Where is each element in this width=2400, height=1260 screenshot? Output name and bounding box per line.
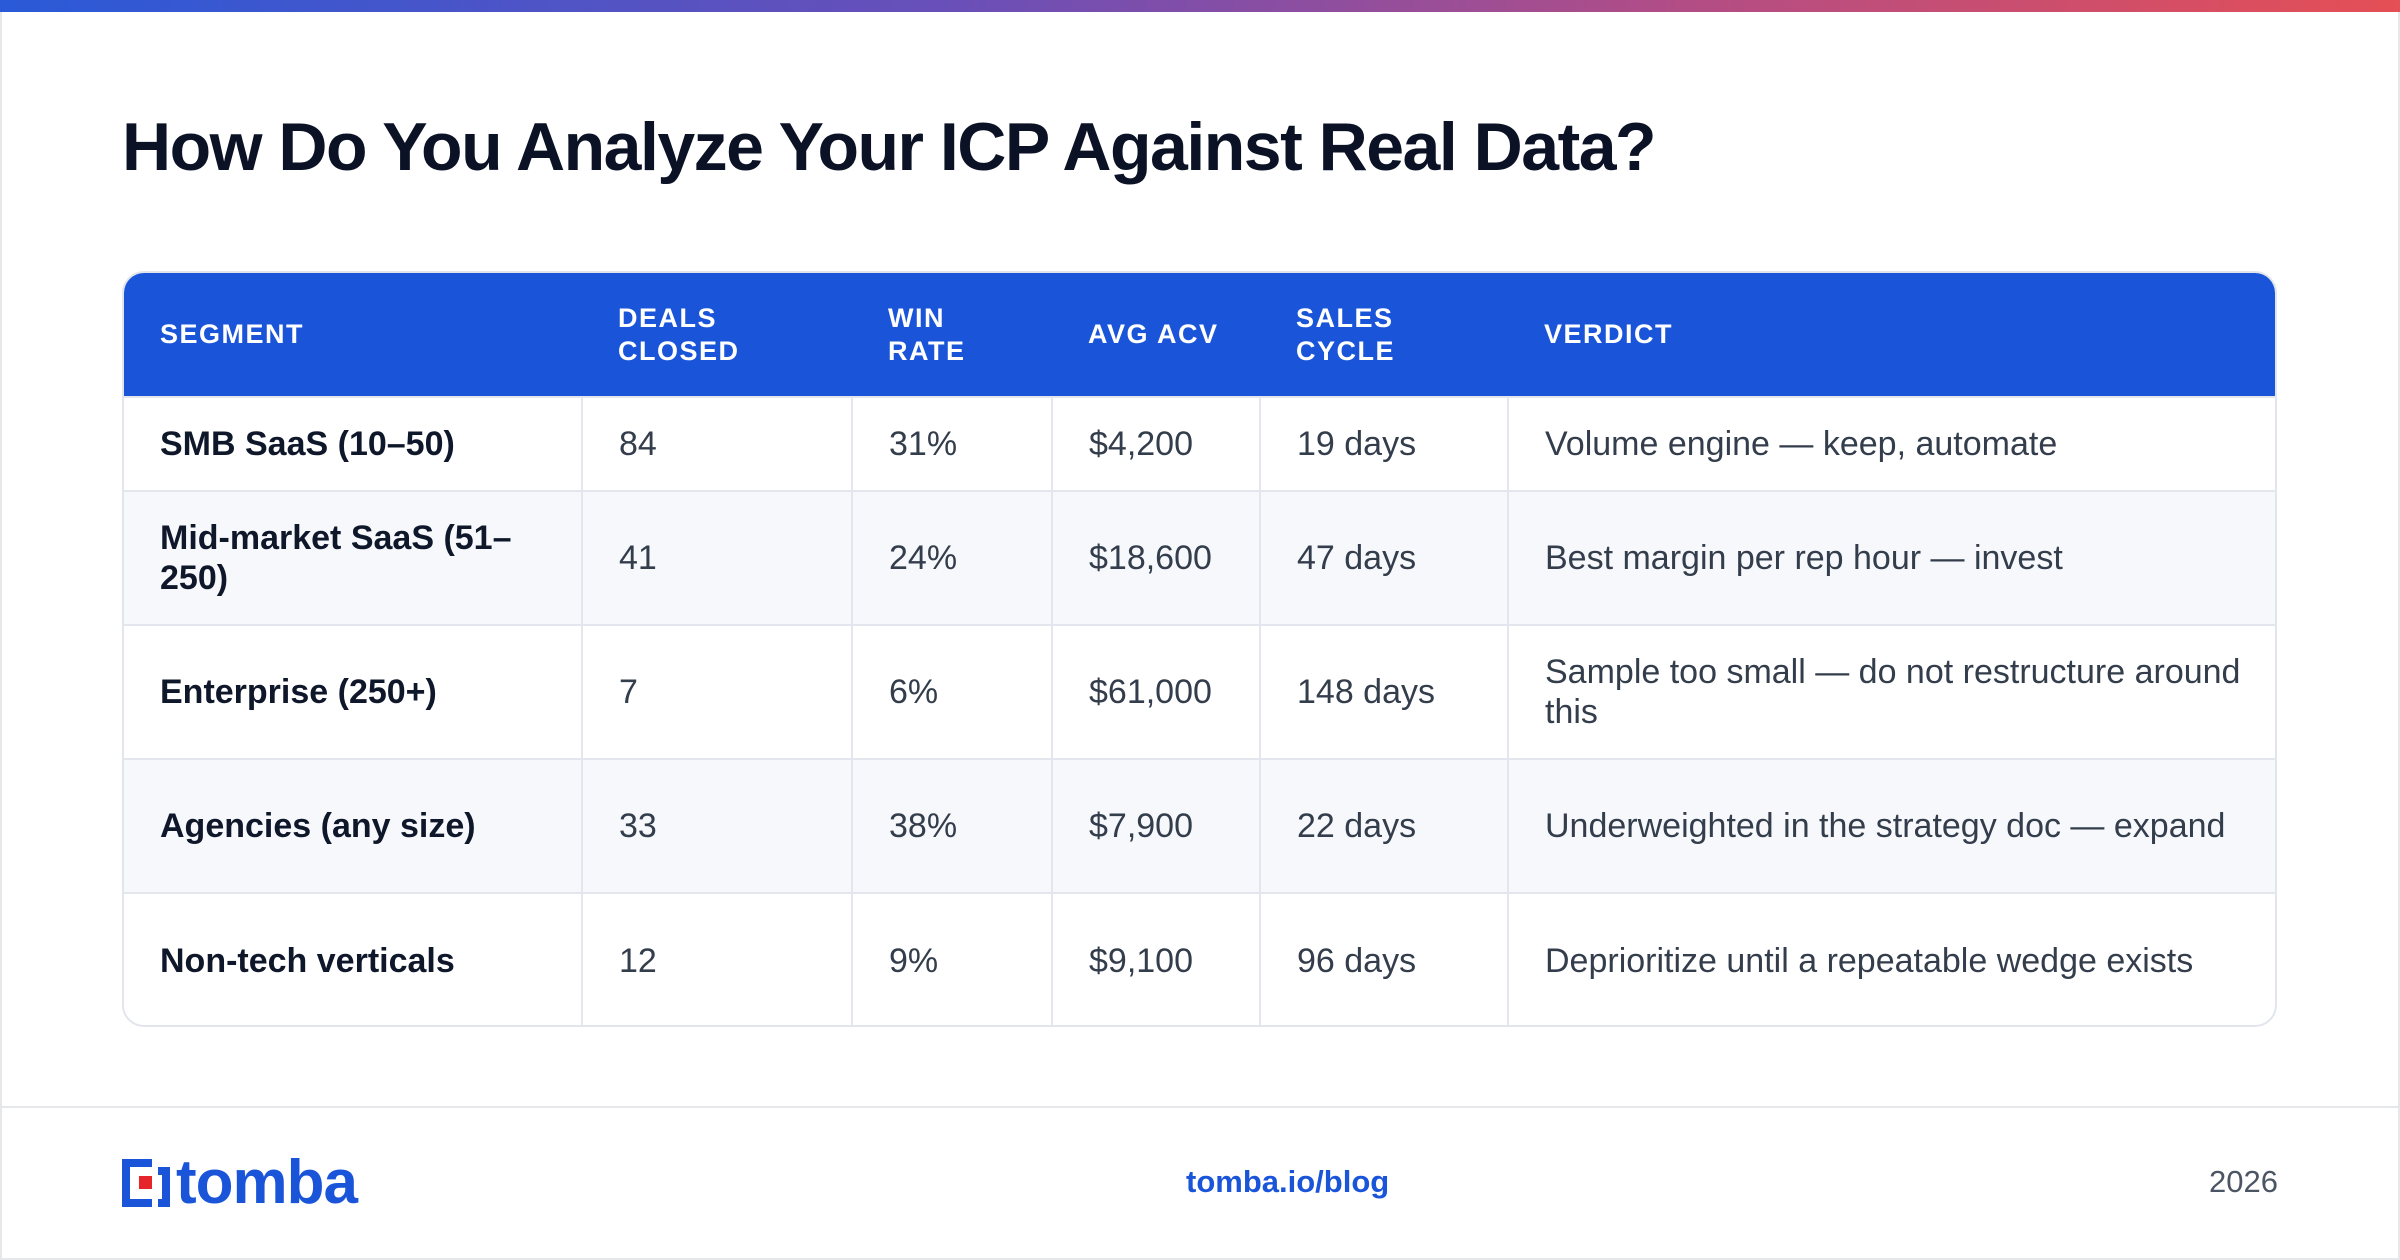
win-rate-cell: 38% <box>851 759 1052 893</box>
segment-cell: SMB SaaS (10–50) <box>160 425 455 463</box>
icp-table-card: SEGMENT DEALS CLOSED WIN RATE AVG ACV SA… <box>122 271 2277 1027</box>
win-rate-cell: 31% <box>851 397 1052 491</box>
tomba-logo-icon <box>122 1159 170 1207</box>
deals-closed-cell: 84 <box>581 397 852 491</box>
deals-closed-cell: 12 <box>581 893 852 1025</box>
deals-closed-cell: 41 <box>581 491 852 625</box>
table-row: SMB SaaS (10–50) 84 31% $4,200 19 days V… <box>124 397 2275 491</box>
table-row: Agencies (any size) 33 38% $7,900 22 day… <box>124 759 2275 893</box>
blog-link[interactable]: tomba.io/blog <box>1186 1164 1390 1199</box>
deals-closed-cell: 7 <box>581 625 852 759</box>
top-gradient-bar <box>0 0 2400 12</box>
segment-cell: Agencies (any size) <box>160 807 476 845</box>
verdict-cell: Volume engine — keep, automate <box>1507 397 2275 491</box>
verdict-cell: Sample too small — do not restructure ar… <box>1507 625 2275 759</box>
header-sales-cycle: SALES CYCLE <box>1296 302 1396 366</box>
verdict-cell: Deprioritize until a repeatable wedge ex… <box>1507 893 2275 1025</box>
win-rate-cell: 24% <box>851 491 1052 625</box>
win-rate-cell: 9% <box>851 893 1052 1025</box>
header-win-rate: WIN RATE <box>888 302 966 366</box>
segment-cell: Mid-market SaaS (51–250) <box>160 519 512 597</box>
sales-cycle-cell: 19 days <box>1259 397 1508 491</box>
footer-year: 2026 <box>2209 1164 2278 1199</box>
verdict-cell: Underweighted in the strategy doc — expa… <box>1507 759 2275 893</box>
table-row: Non-tech verticals 12 9% $9,100 96 days … <box>124 893 2275 1025</box>
icp-table: SEGMENT DEALS CLOSED WIN RATE AVG ACV SA… <box>124 273 2275 1025</box>
avg-acv-cell: $9,100 <box>1051 893 1260 1025</box>
win-rate-cell: 6% <box>851 625 1052 759</box>
deals-closed-cell: 33 <box>581 759 852 893</box>
header-avg-acv: AVG ACV <box>1088 319 1219 349</box>
verdict-cell: Best margin per rep hour — invest <box>1507 491 2275 625</box>
header-deals-closed: DEALS CLOSED <box>618 302 740 366</box>
sales-cycle-cell: 148 days <box>1259 625 1508 759</box>
segment-cell: Enterprise (250+) <box>160 673 437 711</box>
table-row: Mid-market SaaS (51–250) 41 24% $18,600 … <box>124 491 2275 625</box>
header-verdict: VERDICT <box>1544 319 1674 349</box>
sales-cycle-cell: 96 days <box>1259 893 1508 1025</box>
tomba-logo-text: tomba <box>176 1148 358 1217</box>
avg-acv-cell: $61,000 <box>1051 625 1260 759</box>
segment-cell: Non-tech verticals <box>160 941 455 980</box>
avg-acv-cell: $18,600 <box>1051 491 1260 625</box>
sales-cycle-cell: 22 days <box>1259 759 1508 893</box>
header-segment: SEGMENT <box>160 319 305 349</box>
avg-acv-cell: $4,200 <box>1051 397 1260 491</box>
page-title: How Do You Analyze Your ICP Against Real… <box>122 109 1657 185</box>
table-header-row: SEGMENT DEALS CLOSED WIN RATE AVG ACV SA… <box>124 273 2275 397</box>
tomba-logo[interactable]: tomba <box>122 1148 358 1217</box>
page-frame <box>0 12 2400 1260</box>
footer-divider <box>2 1106 2398 1108</box>
sales-cycle-cell: 47 days <box>1259 491 1508 625</box>
table-row: Enterprise (250+) 7 6% $61,000 148 days … <box>124 625 2275 759</box>
avg-acv-cell: $7,900 <box>1051 759 1260 893</box>
